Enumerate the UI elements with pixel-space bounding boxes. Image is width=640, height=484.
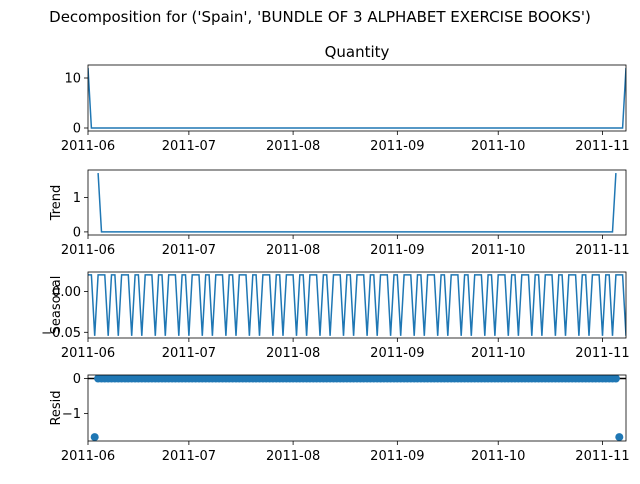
y-axis-label: Trend bbox=[49, 185, 64, 222]
plot-area bbox=[88, 375, 626, 383]
x-tick-label: 2011-07 bbox=[162, 449, 216, 464]
y-tick-label: 10 bbox=[64, 72, 81, 87]
x-tick-label: 2011-10 bbox=[471, 243, 525, 258]
subplot-2: 0 1 2011-06 2011-07 2011-08 2011-09 2011-10 201… bbox=[49, 169, 630, 258]
x-tick-label: 2011-10 bbox=[471, 346, 525, 361]
subplot-1: 0 10 2011-06 2011-07 2011-08 2011-09 2011-10 20… bbox=[61, 43, 630, 154]
x-tick-label: 2011-06 bbox=[61, 449, 115, 464]
plot-area bbox=[97, 173, 617, 233]
x-tick-label: 2011-06 bbox=[61, 139, 115, 154]
seasonal-line bbox=[88, 274, 626, 336]
y-tick-label: 0 bbox=[73, 122, 81, 137]
axes-frame bbox=[87, 374, 627, 442]
x-tick-label: 2011-07 bbox=[162, 346, 216, 361]
x-tick-label: 2011-06 bbox=[61, 346, 115, 361]
y-tick-label: −0.05 bbox=[41, 326, 81, 341]
x-tick-label: 2011-07 bbox=[162, 243, 216, 258]
y-tick-label: −1 bbox=[62, 407, 81, 422]
series-line bbox=[97, 173, 617, 233]
figure-title: Decomposition for ('Spain', 'BUNDLE OF 3… bbox=[49, 8, 591, 26]
x-tick-label: 2011-06 bbox=[61, 243, 115, 258]
subplot-title: Quantity bbox=[325, 43, 390, 61]
subplot-3: 0.00 −0.05 2011-06 2011-07 2011-08 2011-09 201… bbox=[41, 271, 630, 361]
y-tick-label: 0.00 bbox=[52, 285, 81, 300]
axes-frame bbox=[87, 271, 627, 339]
x-tick-label: 2011-11 bbox=[575, 243, 629, 258]
x-tick-label: 2011-07 bbox=[162, 139, 216, 154]
x-tick-label: 2011-10 bbox=[471, 449, 525, 464]
plot-area bbox=[88, 67, 626, 129]
x-tick-label: 2011-09 bbox=[370, 449, 424, 464]
resid-point bbox=[611, 375, 620, 383]
x-tick-label: 2011-11 bbox=[575, 449, 629, 464]
plot-area bbox=[88, 274, 626, 336]
subplot-4: 0 −1 2011-06 2011-07 2011-08 2011-09 2011-10 20… bbox=[49, 372, 630, 464]
x-tick-label: 2011-11 bbox=[575, 346, 629, 361]
y-axis-label: Resid bbox=[49, 390, 64, 425]
y-axis-label: Seasonal bbox=[49, 276, 64, 335]
x-tick-label: 2011-11 bbox=[575, 139, 629, 154]
axes-frame bbox=[87, 64, 627, 132]
y-tick-label: 1 bbox=[73, 191, 81, 206]
x-tick-label: 2011-08 bbox=[266, 139, 320, 154]
x-tick-label: 2011-09 bbox=[370, 243, 424, 258]
x-tick-label: 2011-10 bbox=[471, 139, 525, 154]
y-tick-label: 0 bbox=[73, 372, 81, 387]
x-tick-label: 2011-09 bbox=[370, 346, 424, 361]
axes-frame bbox=[87, 169, 627, 236]
series-line bbox=[88, 67, 626, 129]
x-tick-label: 2011-09 bbox=[370, 139, 424, 154]
x-tick-label: 2011-08 bbox=[266, 449, 320, 464]
resid-point bbox=[90, 433, 99, 442]
x-tick-label: 2011-08 bbox=[266, 243, 320, 258]
resid-point bbox=[615, 433, 624, 442]
y-tick-label: 0 bbox=[73, 225, 81, 240]
x-tick-label: 2011-08 bbox=[266, 346, 320, 361]
